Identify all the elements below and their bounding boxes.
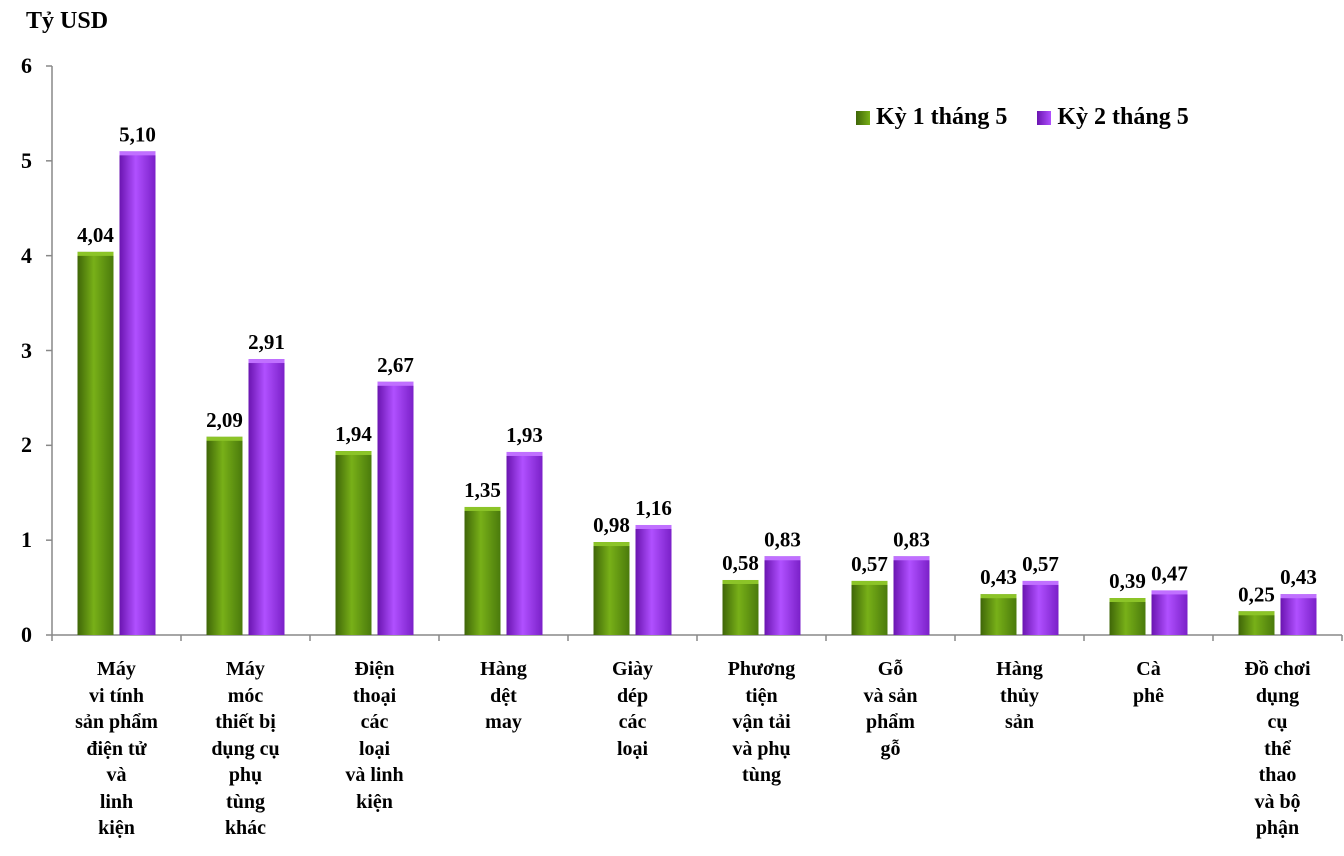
bar-value-label: 0,57: [1022, 552, 1059, 576]
legend-swatch-series-1: [856, 110, 870, 125]
y-tick-label: 1: [21, 527, 32, 553]
bar-series-1: [77, 251, 114, 635]
x-category-label: Máy móc thiết bị dụng cụ phụ tùng khác: [211, 658, 280, 839]
bar-cap-series-1: [1109, 598, 1146, 603]
bar-series-2: [248, 359, 285, 635]
y-tick-label: 4: [21, 242, 32, 268]
bar-value-label: 5,10: [119, 122, 156, 146]
bar-series-1: [335, 451, 372, 635]
y-tick-label: 0: [21, 622, 32, 647]
legend-swatch-series-2: [1037, 110, 1052, 125]
x-category-label: Đồ chơi dụng cụ thể thao và bộ phận: [1244, 658, 1311, 839]
bar-cap-series-1: [335, 451, 372, 456]
bar-value-label: 2,09: [206, 408, 243, 432]
bar-value-label: 0,47: [1151, 561, 1188, 585]
bar-series-1: [206, 436, 243, 635]
bar-value-label: 0,58: [722, 551, 759, 575]
x-category-label: Phương tiện vận tải và phụ tùng: [727, 658, 796, 786]
bar-cap-series-1: [77, 251, 114, 256]
bar-value-label: 0,25: [1238, 582, 1275, 606]
x-category-label: Máy vi tính sản phẩm điện tử và linh kiệ…: [75, 658, 158, 839]
bar-series-1: [722, 579, 759, 635]
bar-value-label: 0,83: [893, 527, 930, 551]
bar-cap-series-2: [1022, 580, 1059, 585]
bar-value-label: 0,57: [851, 552, 888, 576]
bar-value-label: 0,83: [764, 527, 801, 551]
bar-cap-series-2: [635, 524, 672, 529]
legend: Kỳ 1 tháng 5 Kỳ 2 tháng 5: [856, 104, 1189, 131]
bar-value-label: 1,93: [506, 423, 543, 447]
x-category-label: Cà phê: [1132, 658, 1165, 707]
legend-item-series-1: Kỳ 1 tháng 5: [856, 104, 1007, 131]
bar-series-2: [635, 524, 672, 635]
bar-cap-series-1: [851, 580, 888, 585]
bar-series-2: [377, 381, 414, 635]
bar-series-2: [506, 451, 543, 635]
bar-value-label: 0,43: [980, 565, 1017, 589]
bar-cap-series-2: [506, 451, 543, 456]
x-category-label: Điện thoại các loại và linh kiện: [345, 658, 404, 813]
bar-value-label: 4,04: [77, 223, 114, 247]
bar-value-label: 1,94: [335, 422, 372, 446]
bar-cap-series-1: [593, 542, 630, 547]
bar-series-1: [851, 580, 888, 635]
bar-series-2: [764, 556, 801, 635]
x-category-label: Giày dép các loại: [611, 658, 654, 760]
bar-cap-series-2: [893, 556, 930, 561]
bars: [77, 151, 1317, 635]
bar-value-label: 0,43: [1280, 565, 1317, 589]
bar-series-2: [1280, 594, 1317, 635]
bar-cap-series-2: [377, 381, 414, 386]
bar-series-2: [893, 556, 930, 635]
legend-label-series-1: Kỳ 1 tháng 5: [876, 104, 1008, 130]
bar-cap-series-1: [206, 436, 243, 441]
bar-cap-series-2: [248, 359, 285, 364]
x-category-label: Hàng thủy sản: [996, 658, 1043, 733]
y-tick-label: 5: [21, 147, 32, 173]
bar-cap-series-1: [464, 506, 501, 511]
bar-value-label: 1,16: [635, 496, 672, 520]
y-tick-label: 6: [21, 53, 32, 78]
x-category-label: Gỗ và sản phẩm gỗ: [863, 658, 918, 760]
bar-value-label: 1,35: [464, 478, 501, 502]
bar-cap-series-2: [119, 151, 156, 156]
bar-value-label: 0,39: [1109, 569, 1146, 593]
y-axis-unit-label: Tỷ USD: [26, 8, 109, 34]
y-tick-label: 3: [21, 337, 32, 363]
bar-series-2: [1151, 590, 1188, 635]
bar-value-label: 0,98: [593, 513, 630, 537]
bar-value-label: 2,67: [377, 353, 414, 377]
bar-series-1: [1109, 598, 1146, 635]
bar-series-1: [980, 594, 1017, 635]
bar-series-1: [1238, 611, 1275, 635]
bar-cap-series-1: [722, 579, 759, 584]
bar-series-2: [119, 151, 156, 635]
bar-cap-series-2: [1280, 594, 1317, 599]
value-labels: 4,042,091,941,350,980,58 0,570,43 0,390,25…: [77, 122, 1317, 606]
legend-label-series-2: Kỳ 2 tháng 5: [1057, 104, 1189, 130]
bar-value-label: 2,91: [248, 330, 285, 354]
x-category-label: Hàng dệt may: [480, 658, 527, 733]
bar-series-1: [464, 506, 501, 635]
bar-cap-series-1: [980, 594, 1017, 599]
y-tick-label: 2: [21, 432, 32, 458]
legend-item-series-2: Kỳ 2 tháng 5: [1037, 104, 1189, 131]
bar-cap-series-1: [1238, 611, 1275, 616]
bar-series-2: [1022, 580, 1059, 635]
bar-cap-series-2: [1151, 590, 1188, 595]
bar-series-1: [593, 542, 630, 635]
bar-cap-series-2: [764, 556, 801, 561]
